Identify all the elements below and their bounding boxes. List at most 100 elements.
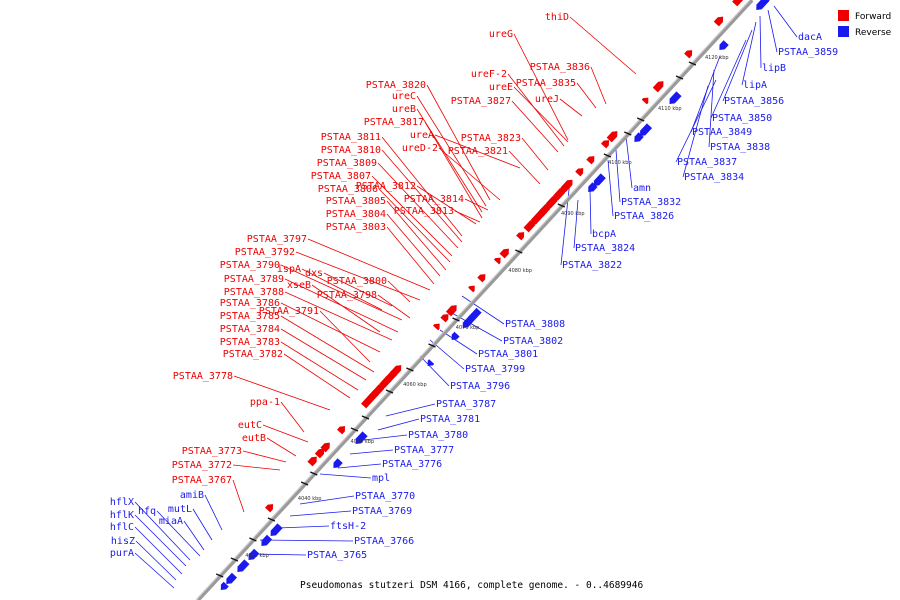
forward-gene <box>361 397 372 409</box>
leader-line <box>424 121 483 219</box>
reverse-gene-label: PSTAA_3801 <box>478 349 538 360</box>
reverse-gene <box>248 548 260 560</box>
leader-line <box>134 501 191 561</box>
reverse-gene-label: lipA <box>743 80 767 91</box>
reverse-gene <box>220 581 229 590</box>
kbp-tick-label: 4080 kbp <box>508 268 532 274</box>
leader-line <box>280 315 375 373</box>
leader-line <box>759 15 762 69</box>
leader-line <box>134 552 175 589</box>
legend: Forward Reverse <box>838 10 892 38</box>
leader-line <box>741 21 757 86</box>
leader-line <box>377 162 459 249</box>
reverse-gene <box>333 458 343 468</box>
reverse-gene-label: PSTAA_3837 <box>677 157 737 168</box>
forward-gene <box>684 50 693 59</box>
left-gene-label: mutL <box>168 504 192 515</box>
leader-line <box>284 278 399 333</box>
feature-tick <box>310 471 318 476</box>
leader-line <box>508 150 541 185</box>
reverse-gene-label: PSTAA_3834 <box>684 172 744 183</box>
leader-line <box>232 464 281 471</box>
reverse-gene <box>719 40 729 50</box>
reverse-gene-label: PSTAA_3781 <box>420 414 480 425</box>
reverse-gene-label: PSTAA_3859 <box>778 47 838 58</box>
reverse-gene <box>756 0 770 10</box>
reverse-gene <box>634 132 644 142</box>
forward-gene-label: PSTAA_3788 <box>224 287 284 298</box>
leader-line <box>262 424 309 443</box>
leader-line <box>307 238 431 291</box>
forward-gene-label: PSTAA_3784 <box>220 324 280 335</box>
reverse-gene-label: PSTAA_3826 <box>614 211 674 222</box>
forward-gene-label: PSTAA_3835 <box>516 78 576 89</box>
axis-ticks: 4030 kbp 4040 kbp 4050 kbp 4060 kbp 4070 kbp… <box>245 55 728 559</box>
leader-line <box>363 434 408 441</box>
forward-gene-label: PSTAA_3811 <box>321 132 381 143</box>
leader-line <box>773 5 798 38</box>
forward-gene-label: ureG <box>489 29 513 40</box>
forward-gene-label: ureE <box>489 82 513 93</box>
reverse-gene-label: PSTAA_3766 <box>354 536 414 547</box>
leader-line <box>416 185 477 225</box>
forward-gene <box>732 0 750 7</box>
forward-gene <box>337 426 346 435</box>
legend-forward-swatch <box>838 10 849 21</box>
reverse-gene <box>270 523 283 536</box>
leader-line <box>337 463 382 469</box>
forward-gene <box>468 285 475 293</box>
reverse-gene-label: dacA <box>798 32 822 43</box>
leader-line <box>280 264 403 321</box>
leader-line <box>419 355 450 387</box>
leader-line <box>242 450 287 463</box>
feature-tick <box>249 537 257 542</box>
reverse-gene-label: PSTAA_3777 <box>394 445 454 456</box>
leader-line <box>710 39 747 119</box>
leader-line <box>192 508 213 541</box>
leader-line <box>464 198 489 211</box>
kbp-tick-label: 4060 kbp <box>403 382 427 388</box>
leader-line <box>767 9 778 53</box>
leader-line <box>249 553 307 556</box>
reverse-gene-label: PSTAA_3780 <box>408 430 468 441</box>
forward-gene-label: PSTAA_3785 <box>220 311 280 322</box>
forward-gene-label: PSTAA_3800 <box>327 276 387 287</box>
reverse-gene <box>451 331 460 340</box>
forward-gene-label: ureC <box>392 91 416 102</box>
leader-line <box>377 294 411 319</box>
leader-line <box>280 341 359 391</box>
kbp-tick-label: 4110 kbp <box>658 106 682 112</box>
feature-tick <box>350 427 359 432</box>
reverse-gene <box>237 559 250 572</box>
leader-line <box>560 179 571 266</box>
forward-gene-label: xseB <box>287 280 311 291</box>
forward-gene <box>601 140 610 149</box>
reverse-gene-label: PSTAA_3849 <box>692 127 752 138</box>
feature-tick <box>675 75 684 80</box>
leader-line <box>233 375 331 411</box>
forward-gene <box>606 131 618 143</box>
reverse-gene-label: PSTAA_3850 <box>712 113 772 124</box>
forward-gene <box>307 456 317 467</box>
leader-line <box>434 134 521 169</box>
reverse-gene-label: lipB <box>762 63 786 74</box>
reverse-gene-label: ftsH-2 <box>330 521 366 532</box>
leader-line <box>569 16 637 75</box>
forward-gene-label: PSTAA_3814 <box>404 194 464 205</box>
leader-line <box>156 510 201 557</box>
forward-gene-label: PSTAA_3804 <box>326 209 386 220</box>
reverse-gene-label: PSTAA_3799 <box>465 364 525 375</box>
leader-line <box>386 213 441 277</box>
kbp-tick-label: 4030 kbp <box>245 553 269 559</box>
forward-gene-label: ispA <box>277 264 301 275</box>
leader-line <box>722 29 753 102</box>
forward-gene-label: ureJ <box>535 94 559 105</box>
feature-tick <box>557 203 566 208</box>
left-gene-label: hflC <box>110 522 134 533</box>
leader-line <box>323 272 393 307</box>
forward-gene-label: PSTAA_3790 <box>220 260 280 271</box>
feature-tick <box>636 117 645 122</box>
